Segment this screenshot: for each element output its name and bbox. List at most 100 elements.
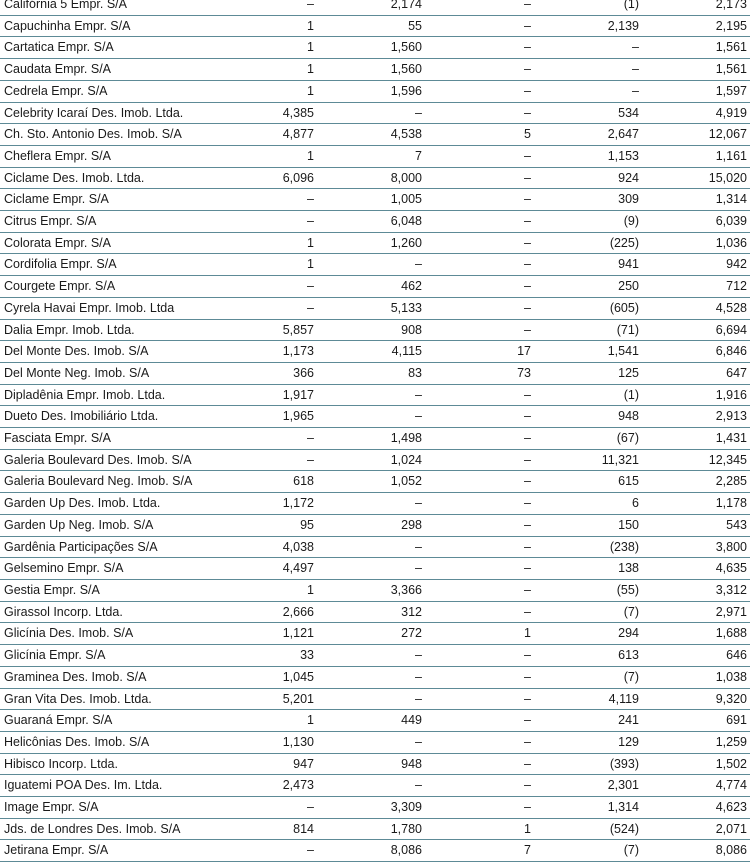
amount-cell: 1 <box>210 146 317 168</box>
table-row: Ciclame Empr. S/A –1,005–309 1,314 <box>0 189 750 212</box>
amount-cell: 646 <box>642 645 750 667</box>
amount-cell: 947 <box>210 754 317 776</box>
table-row: Del Monte Des. Imob. S/A 1,173 4,115 17 1,54… <box>0 341 750 363</box>
amount-cell: 691 <box>642 710 750 732</box>
amount-cell: 2,139 <box>534 16 642 38</box>
table-row: Garden Up Neg. Imob. S/A 95 298–150 543 <box>0 515 750 537</box>
amount-cell: 5 <box>425 124 534 146</box>
amount-cell: 1,259 <box>642 732 750 754</box>
amount-cell: – <box>317 667 425 689</box>
amount-cell: 12,067 <box>642 124 750 146</box>
amount-cell: 1,688 <box>642 623 750 646</box>
amount-cell: 1,024 <box>317 450 425 472</box>
company-name: Del Monte Neg. Imob. S/A <box>0 363 210 385</box>
amount-cell: 4,497 <box>210 558 317 580</box>
amount-cell: 2,173 <box>642 0 750 16</box>
amount-cell: 83 <box>317 363 425 385</box>
amount-cell: – <box>425 754 534 776</box>
amount-cell: – <box>210 0 317 16</box>
amount-cell: 250 <box>534 276 642 298</box>
amount-cell: 15,020 <box>642 168 750 190</box>
amount-cell: 1,596 <box>317 81 425 103</box>
table-row: Guaraná Empr. S/A 1 449–241 691 <box>0 710 750 732</box>
amount-cell: 4,919 <box>642 103 750 125</box>
table-row: Gelsemino Empr. S/A 4,497– –138 4,635 <box>0 558 750 580</box>
amount-cell: 6,694 <box>642 320 750 342</box>
company-name: Glicínia Des. Imob. S/A <box>0 623 210 646</box>
amount-cell: 449 <box>317 710 425 732</box>
amount-cell: – <box>210 276 317 298</box>
amount-cell: 298 <box>317 515 425 537</box>
company-name: Celebrity Icaraí Des. Imob. Ltda. <box>0 103 210 125</box>
amount-cell: – <box>425 602 534 624</box>
table-row: Del Monte Neg. Imob. S/A 366 83 73 125 647 <box>0 363 750 385</box>
amount-cell: 1 <box>210 710 317 732</box>
amount-cell: 4,385 <box>210 103 317 125</box>
amount-cell: – <box>425 406 534 429</box>
amount-cell: 294 <box>534 623 642 646</box>
company-name: Garden Up Des. Imob. Ltda. <box>0 493 210 515</box>
table-row: Dipladênia Empr. Imob. Ltda. 1,917– – (1) 1,… <box>0 385 750 407</box>
amount-cell: 948 <box>534 406 642 429</box>
amount-cell: 1,161 <box>642 146 750 168</box>
amount-cell: 462 <box>317 276 425 298</box>
table-row: Graminea Des. Imob. S/A 1,045– – (7) 1,038 <box>0 667 750 689</box>
amount-cell: (9) <box>534 211 642 233</box>
amount-cell: 4,877 <box>210 124 317 146</box>
table-row: Dalia Empr. Imob. Ltda. 5,857 908– (71) 6,69… <box>0 320 750 342</box>
table-row: Citrus Empr. S/A –6,048– (9) 6,039 <box>0 211 750 233</box>
amount-cell: 1,130 <box>210 732 317 754</box>
amount-cell: – <box>425 471 534 494</box>
amount-cell: – <box>425 254 534 277</box>
amount-cell: – <box>425 298 534 320</box>
amount-cell: 543 <box>642 515 750 537</box>
amount-cell: – <box>425 59 534 81</box>
amount-cell: 1,561 <box>642 59 750 81</box>
company-name: Garden Up Neg. Imob. S/A <box>0 515 210 537</box>
amount-cell: 4,538 <box>317 124 425 146</box>
amount-cell: – <box>425 168 534 190</box>
amount-cell: 9,320 <box>642 689 750 711</box>
amount-cell: 948 <box>317 754 425 776</box>
amount-cell: – <box>210 797 317 819</box>
table-row: Gran Vita Des. Imob. Ltda. 5,201– –4,119 9,… <box>0 689 750 711</box>
amount-cell: 4,119 <box>534 689 642 711</box>
amount-cell: 618 <box>210 471 317 494</box>
amount-cell: 1 <box>210 16 317 38</box>
amount-cell: – <box>210 450 317 472</box>
company-name: Colorata Empr. S/A <box>0 233 210 255</box>
amount-cell: 12,345 <box>642 450 750 472</box>
amount-cell: 73 <box>425 363 534 385</box>
amount-cell: 1,561 <box>642 37 750 60</box>
amount-cell: 942 <box>642 254 750 277</box>
amount-cell: – <box>425 37 534 60</box>
amount-cell: 7 <box>317 146 425 168</box>
amount-cell: – <box>317 406 425 429</box>
amount-cell: 366 <box>210 363 317 385</box>
amount-cell: – <box>534 59 642 81</box>
company-name: Capuchinha Empr. S/A <box>0 16 210 38</box>
amount-cell: – <box>425 667 534 689</box>
amount-cell: 3,312 <box>642 580 750 602</box>
company-name: Cyrela Havai Empr. Imob. Ltda <box>0 298 210 320</box>
company-name: Ciclame Empr. S/A <box>0 189 210 212</box>
table-row: Jetirana Empr. S/A –8,086 7 (7) 8,086 <box>0 840 750 862</box>
company-name: Dalia Empr. Imob. Ltda. <box>0 320 210 342</box>
amount-cell: (7) <box>534 602 642 624</box>
amount-cell: 647 <box>642 363 750 385</box>
amount-cell: – <box>425 233 534 255</box>
amount-cell: 615 <box>534 471 642 494</box>
amount-cell: – <box>534 81 642 103</box>
table-row: Cyrela Havai Empr. Imob. Ltda –5,133– (605… <box>0 298 750 320</box>
amount-cell: 129 <box>534 732 642 754</box>
amount-cell: 1 <box>210 580 317 602</box>
amount-cell: 1,917 <box>210 385 317 407</box>
table-row: Iguatemi POA Des. Im. Ltda. 2,473– –2,301 4… <box>0 775 750 798</box>
table-row: Jds. de Londres Des. Imob. S/A 814 1,780 1(… <box>0 819 750 841</box>
amount-cell: 6,096 <box>210 168 317 190</box>
amount-cell: – <box>317 385 425 407</box>
amount-cell: (71) <box>534 320 642 342</box>
amount-cell: 1,045 <box>210 667 317 689</box>
amount-cell: 1,153 <box>534 146 642 168</box>
